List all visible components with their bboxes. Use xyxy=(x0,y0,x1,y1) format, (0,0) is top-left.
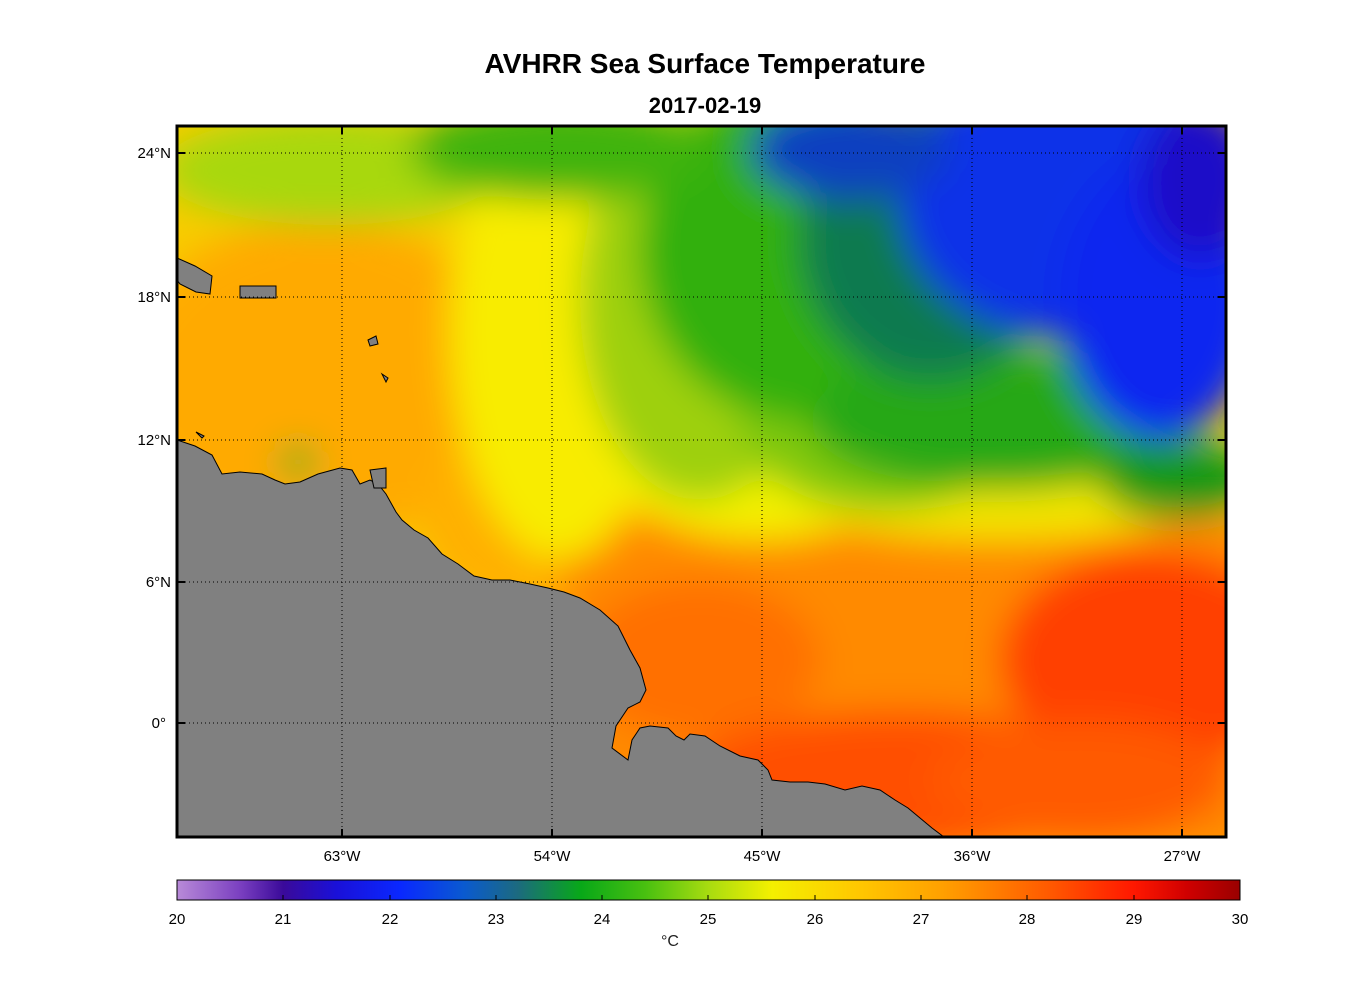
lon-tick-label: 36°W xyxy=(954,848,992,865)
land xyxy=(177,257,945,837)
land-island-1 xyxy=(367,335,379,347)
colorbar-tick-label: 21 xyxy=(275,911,292,928)
land-trinidad xyxy=(369,467,387,489)
lat-tick-label: 24°N xyxy=(137,145,171,162)
colorbar-tick-label: 27 xyxy=(913,911,930,928)
lon-tick-label: 63°W xyxy=(324,848,362,865)
lon-tick-label: 27°W xyxy=(1164,848,1202,865)
lat-tick-label: 0° xyxy=(152,715,166,732)
land-island-2 xyxy=(380,372,389,384)
lat-tick-label: 6°N xyxy=(146,574,171,591)
land-south-america xyxy=(177,439,945,837)
sst-field xyxy=(177,126,1226,837)
lat-tick-label: 18°N xyxy=(137,289,171,306)
colorbar-tick-label: 26 xyxy=(807,911,824,928)
lon-tick-label: 54°W xyxy=(534,848,572,865)
colorbar-tick-label: 22 xyxy=(382,911,399,928)
frame-ticks xyxy=(177,126,1226,837)
colorbar-tick-label: 25 xyxy=(700,911,717,928)
graticule xyxy=(177,126,1226,837)
colorbar-tick-label: 20 xyxy=(169,911,186,928)
colorbar-tick-label: 30 xyxy=(1232,911,1249,928)
map-title: AVHRR Sea Surface Temperature xyxy=(484,48,926,79)
map-subtitle: 2017-02-19 xyxy=(648,93,762,118)
map-frame xyxy=(175,124,1228,839)
colorbar-tick-label: 29 xyxy=(1126,911,1143,928)
land-puerto-rico xyxy=(239,285,277,299)
lon-tick-label: 45°W xyxy=(744,848,782,865)
lat-tick-label: 12°N xyxy=(137,432,171,449)
colorbar: 20 21 22 23 24 25 26 27 28 29 30 xyxy=(169,879,1249,928)
colorbar-tick-label: 28 xyxy=(1019,911,1036,928)
land-island-3 xyxy=(195,431,205,439)
colorbar-tick-label: 23 xyxy=(488,911,505,928)
colorbar-unit-label: °C xyxy=(661,933,679,950)
colorbar-tick-label: 24 xyxy=(594,911,611,928)
